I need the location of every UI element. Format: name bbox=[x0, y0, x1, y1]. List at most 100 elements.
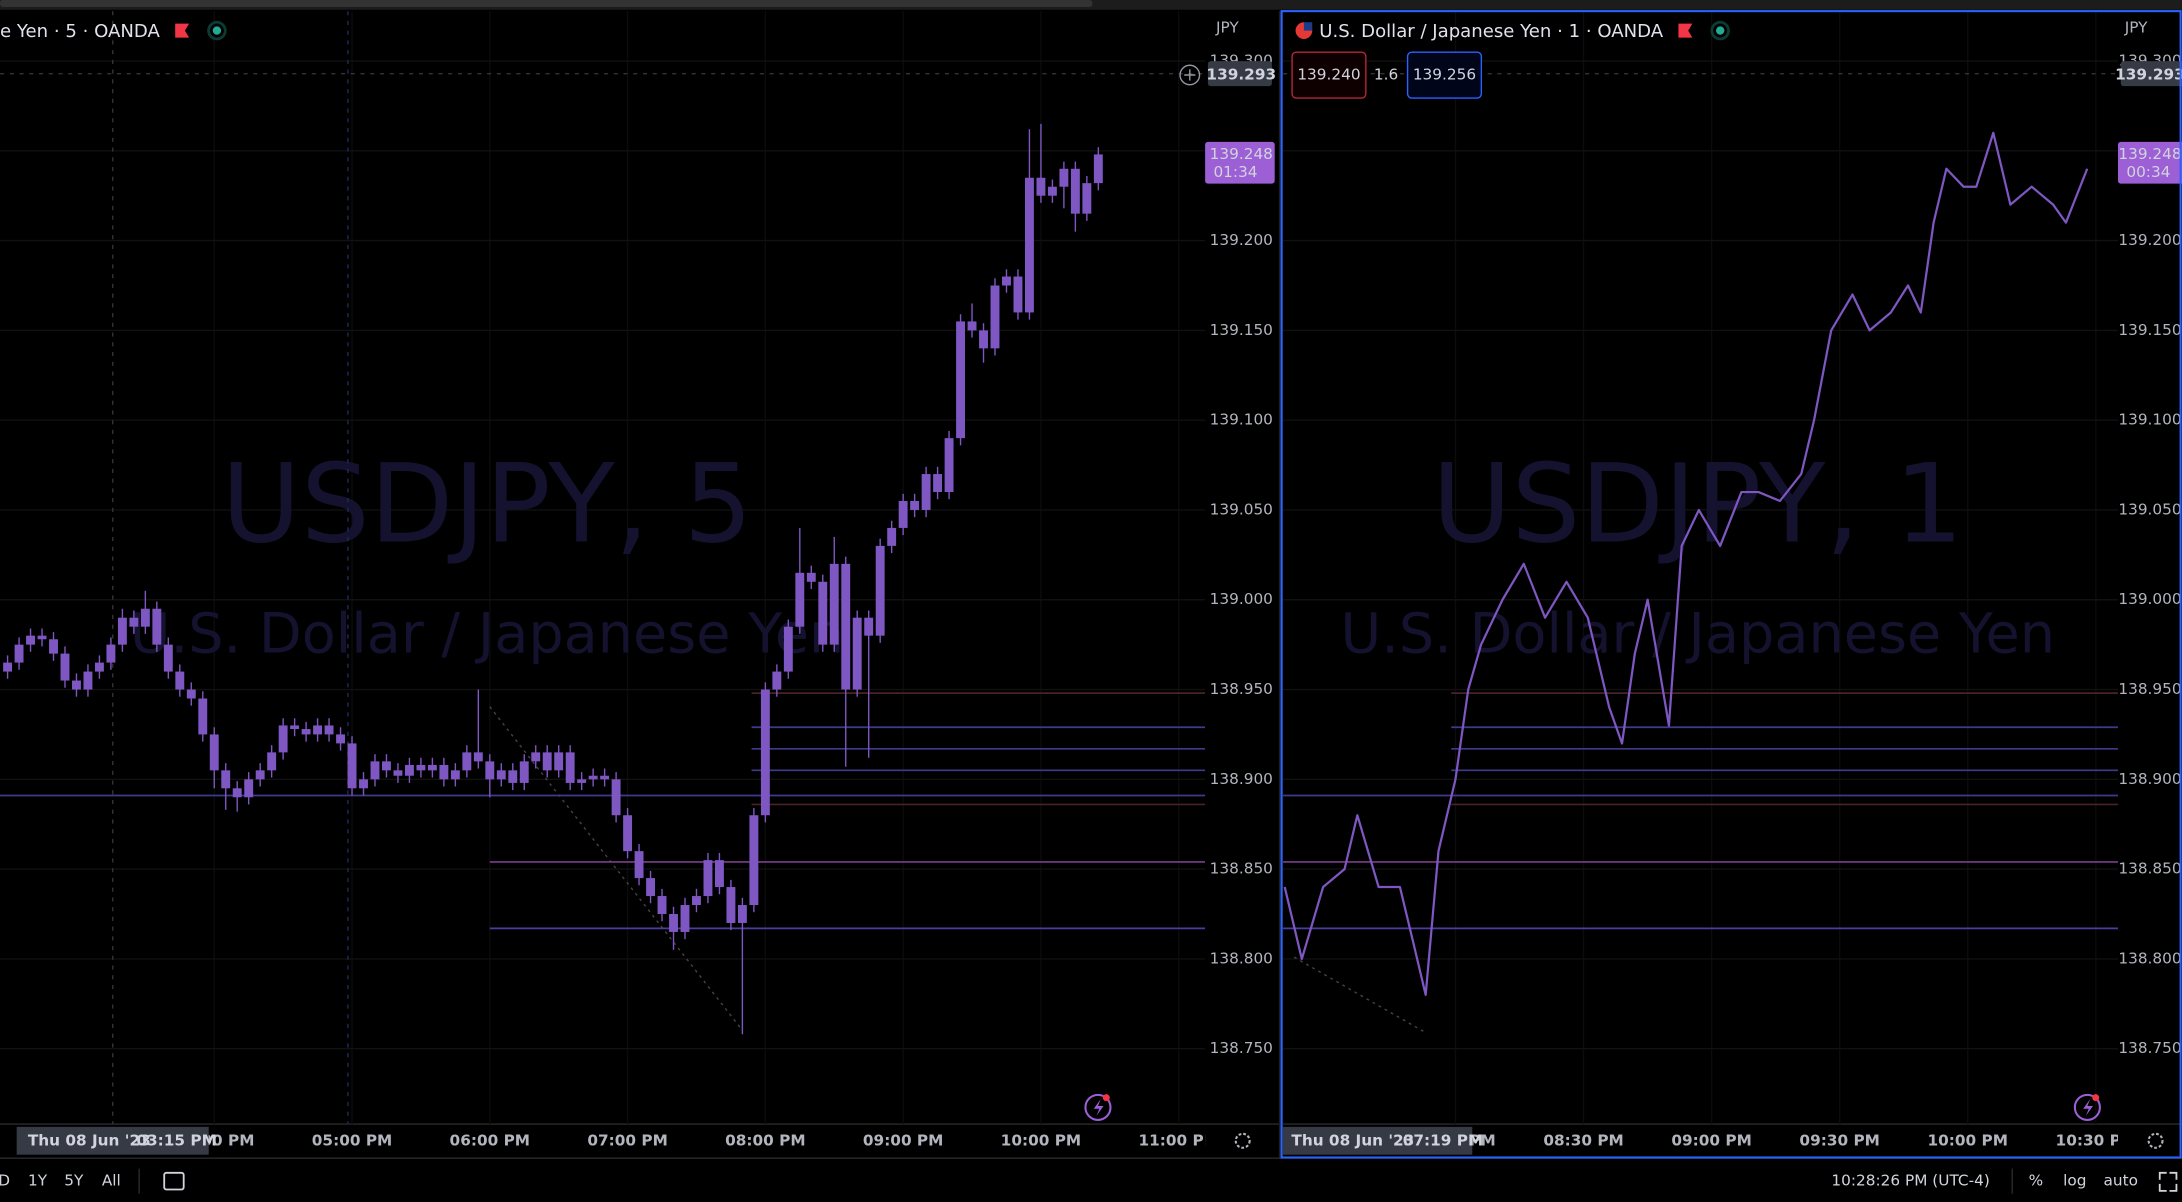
candle-body bbox=[49, 639, 58, 654]
candle-body bbox=[163, 644, 173, 672]
range-button[interactable]: 5Y bbox=[64, 1172, 84, 1190]
quick-trade-icon bbox=[2083, 1099, 2093, 1116]
watermark: USDJPY, 5 bbox=[221, 441, 752, 568]
market-status-dot bbox=[1716, 26, 1725, 35]
candle-body bbox=[829, 563, 839, 645]
candle-body bbox=[1059, 168, 1069, 187]
quick-trade-button[interactable] bbox=[2073, 1093, 2101, 1121]
range-button[interactable]: All bbox=[102, 1172, 121, 1190]
candle-body bbox=[531, 752, 541, 762]
candle-body bbox=[680, 905, 690, 932]
candle-body bbox=[324, 725, 334, 735]
scale-option[interactable]: % bbox=[2029, 1172, 2044, 1190]
active-pane-border bbox=[1280, 10, 2182, 1159]
quick-trade-badge bbox=[1102, 1094, 1110, 1102]
crosshair-price-box bbox=[2120, 61, 2182, 87]
candle-body bbox=[875, 545, 885, 636]
candle-body bbox=[760, 689, 770, 816]
y-tick-label: 139.200 bbox=[2118, 231, 2181, 249]
candle-body bbox=[416, 764, 426, 771]
trend-line bbox=[1293, 956, 1426, 1033]
date-range-button[interactable] bbox=[163, 1171, 185, 1191]
clock[interactable]: 10:28:26 PM (UTC-4) bbox=[1831, 1172, 1989, 1190]
quick-trade-button[interactable] bbox=[1084, 1093, 1112, 1121]
candle-body bbox=[1024, 177, 1034, 313]
candle-body bbox=[933, 474, 943, 493]
range-button[interactable]: D bbox=[0, 1172, 10, 1190]
candle-body bbox=[1036, 177, 1046, 196]
candle-body bbox=[37, 635, 47, 640]
candle-body bbox=[83, 671, 93, 690]
fullscreen-button[interactable] bbox=[2158, 1171, 2178, 1192]
candle-body bbox=[1002, 276, 1011, 286]
add-alert-button[interactable] bbox=[1179, 64, 1201, 86]
candle-body bbox=[737, 905, 747, 923]
candle-body bbox=[726, 887, 736, 923]
candle-body bbox=[221, 770, 231, 789]
candle-body bbox=[140, 608, 150, 627]
crosshair-price: 139.293 bbox=[1206, 65, 1276, 83]
candle-body bbox=[864, 617, 874, 636]
axis-settings[interactable] bbox=[2147, 1132, 2164, 1149]
candle-body bbox=[313, 725, 323, 735]
right-plot: USDJPY, 1U.S. Dollar / Japanese Yen 08:0… bbox=[1283, 11, 2118, 1149]
candle-body bbox=[290, 725, 300, 730]
last-price-box bbox=[2117, 141, 2182, 184]
candle-body bbox=[565, 752, 575, 783]
buy-button[interactable] bbox=[1406, 51, 1483, 99]
candle-body bbox=[783, 626, 793, 672]
y-tick-label: 138.950 bbox=[2118, 680, 2181, 698]
scale-option[interactable]: auto bbox=[2104, 1172, 2138, 1190]
y-tick-label: 138.900 bbox=[2118, 770, 2181, 788]
candle-body bbox=[921, 474, 931, 510]
y-tick-label: 138.850 bbox=[2118, 860, 2181, 878]
watermark-subtitle: U.S. Dollar / Japanese Yen bbox=[130, 601, 845, 666]
candle-body bbox=[1093, 154, 1103, 184]
candle-body bbox=[336, 734, 345, 744]
candle-body bbox=[703, 860, 713, 897]
range-button[interactable]: 1Y bbox=[28, 1172, 48, 1190]
candle-body bbox=[117, 617, 127, 645]
top-tab bbox=[0, 0, 1093, 7]
candle-body bbox=[657, 896, 667, 914]
candle-body bbox=[370, 761, 380, 780]
x-tick-label: 08:30 PM bbox=[1543, 1131, 1623, 1149]
bid-price: 139.240 bbox=[1297, 66, 1360, 84]
add-alert-plus bbox=[1184, 69, 1196, 81]
axis-settings[interactable] bbox=[1234, 1132, 1251, 1149]
price-line bbox=[1283, 131, 2089, 996]
crosshair-date: Thu 08 Jun '23 bbox=[28, 1131, 151, 1149]
y-tick-label: 138.750 bbox=[1210, 1039, 1273, 1057]
x-tick-label: 08:00 PM bbox=[725, 1131, 805, 1149]
x-tick-label: 10:00 PM bbox=[1001, 1131, 1081, 1149]
symbol-flag bbox=[1303, 22, 1313, 31]
currency-label[interactable]: JPY bbox=[1215, 18, 1239, 36]
candle-body bbox=[473, 752, 483, 762]
candle-body bbox=[186, 689, 196, 699]
candle-body bbox=[519, 761, 529, 783]
candle-body bbox=[278, 725, 288, 753]
currency-label[interactable]: JPY bbox=[2124, 18, 2148, 36]
candle-body bbox=[198, 698, 208, 735]
candle-body bbox=[806, 572, 816, 582]
symbol-title[interactable]: e Yen · 5 · OANDA bbox=[0, 21, 160, 42]
y-tick-label: 138.900 bbox=[1210, 770, 1273, 788]
candle-body bbox=[439, 764, 449, 780]
bar-countdown: 00:34 bbox=[2126, 163, 2170, 181]
crosshair-date: Thu 08 Jun '23 bbox=[1291, 1131, 1414, 1149]
symbol-title[interactable]: U.S. Dollar / Japanese Yen · 1 · OANDA bbox=[1319, 21, 1664, 42]
candle-body bbox=[818, 581, 828, 645]
sell-button[interactable] bbox=[1291, 51, 1367, 99]
watermark: USDJPY, 1 bbox=[1432, 441, 1963, 568]
candle-body bbox=[382, 761, 391, 771]
y-tick-label: 139.050 bbox=[2118, 500, 2181, 518]
last-price: 139.248 bbox=[1210, 145, 1273, 163]
candle-body bbox=[72, 680, 81, 690]
watermark-subtitle: U.S. Dollar / Japanese Yen bbox=[1340, 601, 2055, 666]
candle-body bbox=[496, 770, 506, 780]
candle-body bbox=[106, 644, 116, 663]
candle-body bbox=[60, 653, 70, 681]
candle-body bbox=[393, 770, 403, 776]
scale-option[interactable]: log bbox=[2063, 1172, 2086, 1190]
candle-body bbox=[232, 788, 242, 798]
